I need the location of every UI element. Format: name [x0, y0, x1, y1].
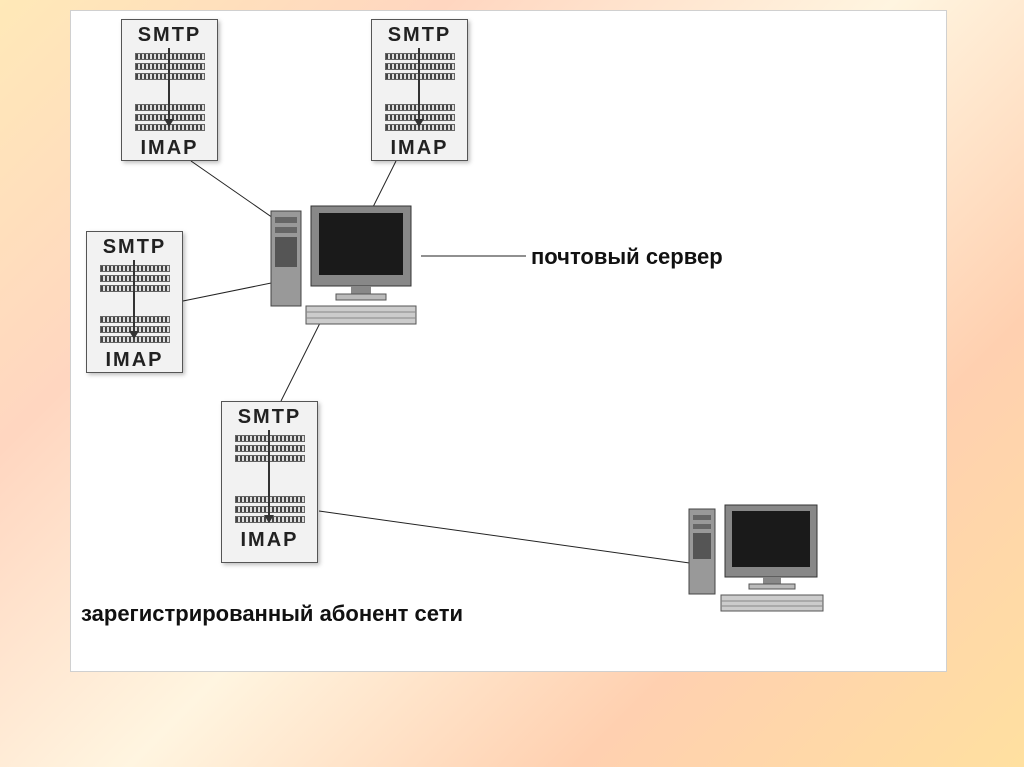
protocol-label-imap: IMAP [87, 349, 182, 372]
mail-server-node-4: SMTP IMAP [221, 401, 318, 563]
arrow-down-icon [168, 48, 170, 126]
protocol-label-smtp: SMTP [372, 24, 467, 47]
slide-frame: SMTP IMAP SMTP IMAP SMTP [0, 0, 1024, 767]
diagram-panel: SMTP IMAP SMTP IMAP SMTP [70, 10, 947, 672]
protocol-label-imap: IMAP [222, 529, 317, 552]
edge [319, 511, 711, 566]
protocol-label-smtp: SMTP [222, 406, 317, 429]
mail-server-node-1: SMTP IMAP [121, 19, 218, 161]
arrow-down-icon [133, 260, 135, 338]
arrow-down-icon [268, 430, 270, 522]
edge [281, 321, 321, 401]
label-registered-subscriber: зарегистрированный абонент сети [81, 601, 463, 627]
arrow-down-icon [418, 48, 420, 126]
computer-icon-subscriber [681, 491, 831, 621]
protocol-label-smtp: SMTP [122, 24, 217, 47]
label-mail-server: почтовый сервер [531, 244, 723, 270]
mail-server-node-3: SMTP IMAP [86, 231, 183, 373]
mail-server-node-2: SMTP IMAP [371, 19, 468, 161]
protocol-label-imap: IMAP [122, 137, 217, 160]
protocol-label-imap: IMAP [372, 137, 467, 160]
computer-icon-mail-server [261, 191, 421, 331]
protocol-label-smtp: SMTP [87, 236, 182, 259]
